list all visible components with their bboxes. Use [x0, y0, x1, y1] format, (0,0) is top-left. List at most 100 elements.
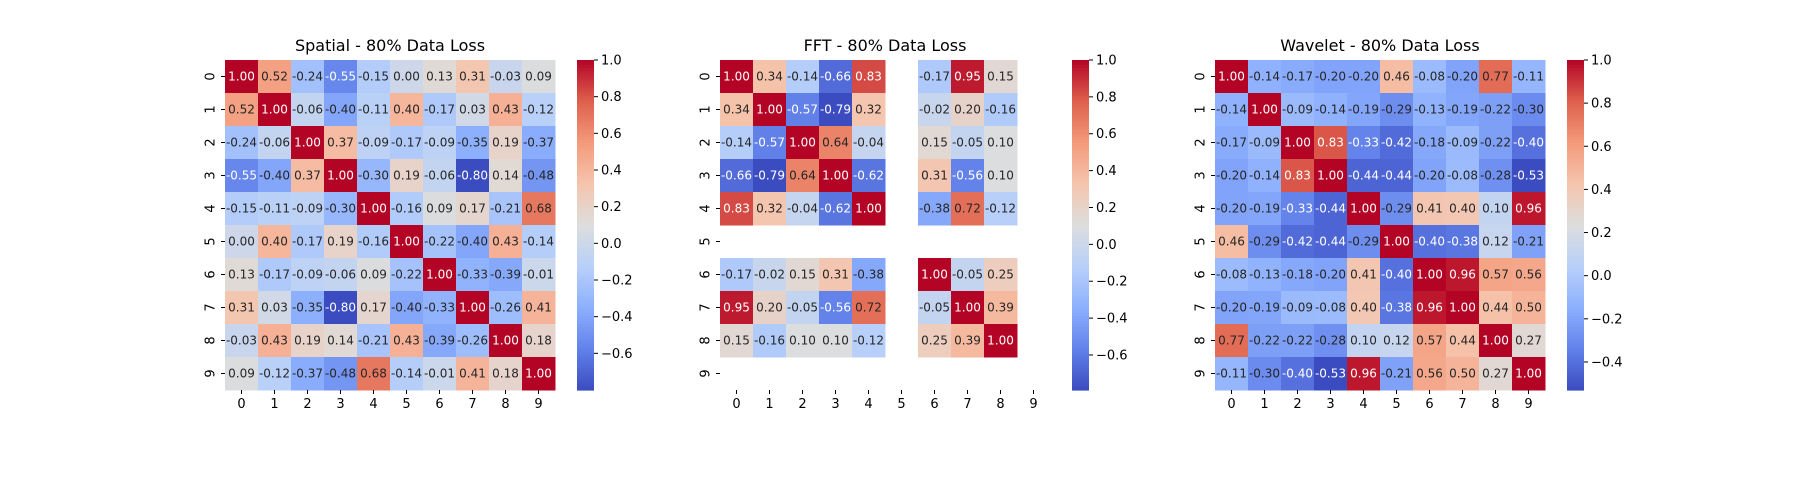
colorbar-segment: [1567, 84, 1584, 89]
heatmap-cell: [1281, 192, 1315, 226]
heatmap-cell: [852, 324, 886, 358]
heatmap-cell: [1446, 357, 1480, 391]
colorbar-segment: [1567, 222, 1584, 226]
colorbar-segment: [577, 117, 594, 122]
colorbar-segment: [1567, 321, 1584, 325]
colorbar-segment: [1567, 266, 1584, 270]
cell-value-label: -0.14: [391, 367, 422, 381]
cell-value-label: -0.28: [1480, 169, 1511, 183]
cell-value-label: -0.17: [1282, 70, 1313, 84]
colorbar-tick-label: −0.2: [1591, 312, 1623, 327]
colorbar-tick-label: 1.0: [1096, 54, 1117, 69]
colorbar-segment: [1567, 288, 1584, 292]
cell-value-label: -0.37: [523, 136, 554, 150]
colorbar-segment: [1072, 181, 1089, 185]
colorbar-segment: [577, 249, 594, 254]
heatmap-cell: [258, 60, 292, 94]
colorbar-segment: [577, 71, 594, 75]
cell-value-label: -0.33: [457, 268, 488, 282]
colorbar-segment: [1567, 60, 1584, 64]
heatmap-cell: [1446, 126, 1480, 160]
y-tick-label: 2: [204, 138, 219, 146]
cell-value-label: -0.08: [1414, 70, 1445, 84]
colorbar-segment: [577, 79, 594, 83]
colorbar-segment: [577, 291, 594, 295]
x-tick-label: 5: [1392, 397, 1400, 412]
cell-value-label: -0.33: [1282, 202, 1313, 216]
colorbar-segment: [1567, 219, 1584, 223]
heatmap-cell: [1479, 126, 1513, 160]
colorbar-segment: [1567, 255, 1584, 259]
cell-value-label: 0.96: [1449, 268, 1476, 282]
cell-value-label: 0.15: [921, 136, 948, 150]
colorbar-segment: [1072, 123, 1089, 127]
y-tick-label: 5: [1194, 237, 1209, 245]
colorbar-segment: [577, 227, 594, 232]
cell-value-label: -0.22: [1282, 334, 1313, 348]
heatmap-cell: [1446, 324, 1480, 358]
colorbar-segment: [1072, 233, 1089, 237]
colorbar-segment: [1567, 274, 1584, 278]
heatmap-cell: [1215, 324, 1249, 358]
cell-value-label: 0.19: [294, 334, 321, 348]
heatmap-cell: [1347, 126, 1381, 160]
cell-value-label: 1.00: [360, 202, 387, 216]
cell-value-label: -0.08: [1447, 169, 1478, 183]
cell-value-label: 0.52: [228, 103, 255, 117]
colorbar-segment: [1072, 87, 1089, 91]
heatmap-cell: [291, 357, 325, 391]
colorbar-segment: [1072, 225, 1089, 229]
cell-value-label: -0.05: [919, 301, 950, 315]
heatmap-cell: [522, 60, 556, 94]
colorbar-segment: [577, 128, 594, 133]
heatmap-cell: [786, 192, 820, 226]
colorbar-segment: [1072, 271, 1089, 276]
y-tick-label: 0: [204, 72, 219, 80]
cell-value-label: -0.11: [1216, 367, 1247, 381]
colorbar-segment: [1072, 208, 1089, 212]
colorbar-segment: [1567, 148, 1584, 152]
heatmap-cell: [489, 126, 523, 160]
heatmap-cell: [753, 93, 787, 127]
colorbar-segment: [1072, 381, 1089, 386]
cell-value-label: -0.14: [1249, 70, 1280, 84]
cell-value-label: -0.20: [1216, 169, 1247, 183]
cell-value-label: -0.38: [1447, 235, 1478, 249]
heatmap-cell: [489, 60, 523, 94]
colorbar-segment: [577, 68, 594, 72]
heatmap-cell: [522, 192, 556, 226]
colorbar-segment: [577, 299, 594, 303]
heatmap-cell: [819, 159, 853, 193]
cell-value-label: 0.64: [822, 136, 849, 150]
colorbar-segment: [1567, 73, 1584, 78]
colorbar-segment: [577, 302, 594, 306]
heatmap-cell: [291, 258, 325, 292]
cell-value-label: -0.44: [1348, 169, 1379, 183]
cell-value-label: -0.30: [1513, 103, 1544, 117]
cell-value-label: 0.41: [1416, 202, 1443, 216]
colorbar-segment: [1567, 365, 1584, 369]
heatmap-cell: [1314, 192, 1348, 226]
heatmap-cell: [225, 60, 259, 94]
colorbar-segment: [1072, 73, 1089, 78]
cell-value-label: 0.19: [327, 235, 354, 249]
heatmap-cell: [852, 291, 886, 325]
cell-value-label: -0.12: [985, 202, 1016, 216]
colorbar-segment: [1072, 76, 1089, 80]
cell-value-label: 0.34: [723, 103, 750, 117]
heatmap-cell: [1380, 291, 1414, 325]
cell-value-label: -0.09: [1249, 136, 1280, 150]
heatmap-cell: [456, 225, 490, 259]
colorbar-segment: [577, 348, 594, 353]
heatmap-cell: [456, 291, 490, 325]
cell-value-label: -0.14: [1249, 169, 1280, 183]
colorbar-segment: [1072, 115, 1089, 119]
heatmap-cell: [1248, 126, 1282, 160]
colorbar-segment: [1567, 192, 1584, 196]
cell-value-label: -0.01: [523, 268, 554, 282]
cell-value-label: 1.00: [1350, 202, 1377, 216]
cell-value-label: -0.02: [754, 268, 785, 282]
y-tick-label: 6: [204, 270, 219, 278]
cell-value-label: 1.00: [921, 268, 948, 282]
colorbar-segment: [1567, 335, 1584, 339]
